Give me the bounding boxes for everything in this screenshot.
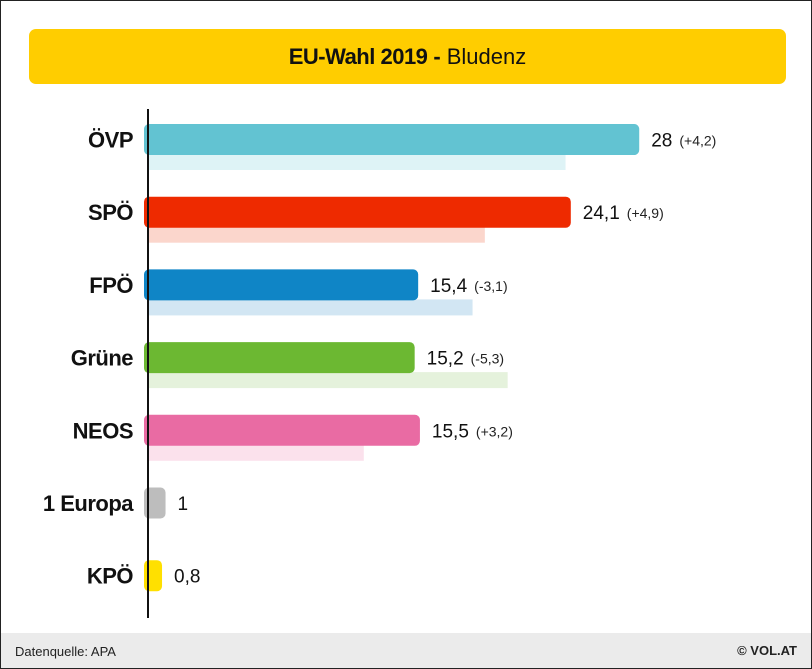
previous-bar-2: [148, 299, 473, 316]
current-bar-0: [144, 124, 640, 155]
current-bar-1: [144, 196, 571, 228]
category-label-6: KPÖ: [87, 564, 134, 589]
current-bar-2: [144, 269, 419, 301]
current-bar-5: [144, 487, 166, 519]
current-bar-4: [144, 414, 420, 446]
footer: Datenquelle: APA © VOL.AT: [1, 633, 811, 668]
category-label-0: ÖVP: [88, 128, 133, 153]
title-separator: -: [433, 43, 441, 69]
data-source: Datenquelle: APA: [15, 644, 116, 659]
category-label-3: Grüne: [71, 346, 134, 371]
category-label-4: NEOS: [73, 418, 133, 443]
category-label-5: 1 Europa: [43, 491, 134, 516]
value-label-4: 15,5: [432, 421, 469, 442]
category-label-1: SPÖ: [88, 200, 133, 225]
category-label-2: FPÖ: [89, 273, 133, 298]
value-label-0: 28: [651, 131, 672, 152]
value-label-1: 24,1: [583, 203, 620, 224]
value-label-6: 0,8: [174, 567, 200, 588]
previous-bar-4: [148, 444, 364, 461]
previous-bar-1: [148, 226, 485, 243]
change-label-0: (+4,2): [679, 133, 716, 149]
change-label-3: (-5,3): [471, 351, 504, 367]
change-label-2: (-3,1): [474, 278, 507, 294]
value-label-2: 15,4: [430, 276, 467, 297]
change-label-1: (+4,9): [627, 205, 664, 221]
bar-chart: ÖVP 28 (+4,2) SPÖ 24,1 (+4,9) FPÖ 15,4 (-3,1) Grü…: [43, 109, 716, 618]
value-label-3: 15,2: [427, 349, 464, 370]
previous-bar-0: [148, 154, 566, 170]
current-bar-3: [144, 342, 415, 374]
chart-title: EU-Wahl 2019: [288, 43, 428, 69]
title-banner: EU-Wahl 2019 - Bludenz: [29, 29, 786, 84]
value-label-5: 1: [178, 494, 189, 515]
current-bar-6: [144, 560, 163, 592]
chart-subtitle: Bludenz: [446, 43, 527, 69]
brand-logo: © VOL.AT: [737, 643, 797, 658]
change-label-4: (+3,2): [476, 423, 513, 439]
previous-bar-3: [148, 372, 508, 389]
